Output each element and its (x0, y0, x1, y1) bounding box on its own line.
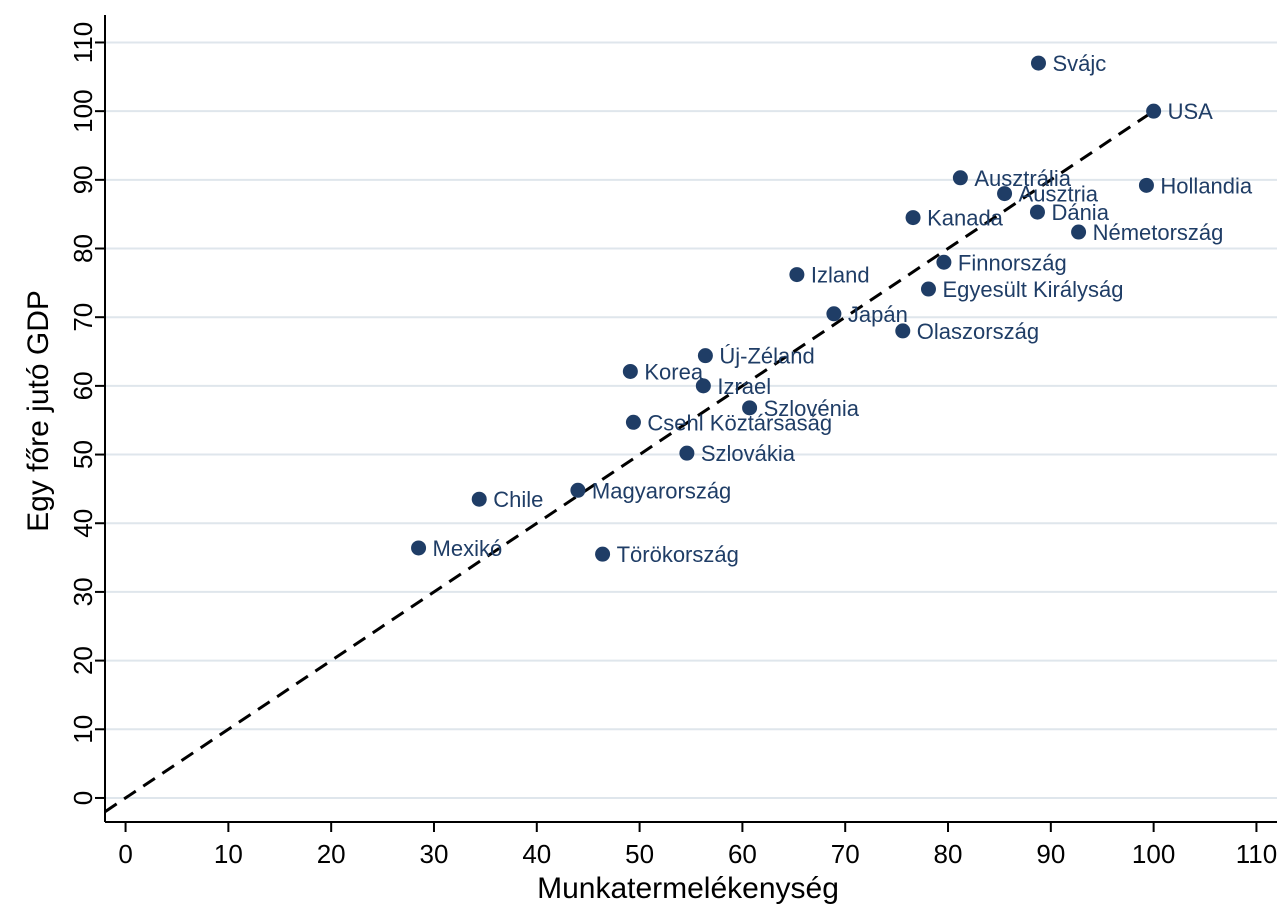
y-tick-label: 20 (68, 646, 98, 675)
point-label: Szlovénia (764, 396, 860, 421)
data-point (695, 378, 711, 394)
point-label: Svájc (1052, 51, 1106, 76)
y-tick-label: 90 (68, 165, 98, 194)
point-label: Új-Zéland (719, 344, 814, 369)
x-tick-label: 80 (934, 839, 963, 869)
x-tick-label: 100 (1132, 839, 1175, 869)
data-point (826, 306, 842, 322)
data-point (952, 170, 968, 186)
x-tick-label: 40 (522, 839, 551, 869)
data-point (905, 210, 921, 226)
point-label: Olaszország (917, 319, 1039, 344)
point-label: Ausztria (1019, 182, 1099, 207)
data-point (789, 267, 805, 283)
point-label: Japán (848, 302, 908, 327)
reference-line (104, 109, 1155, 813)
point-label: Hollandia (1160, 173, 1252, 198)
y-tick-label: 50 (68, 440, 98, 469)
grid (105, 41, 1277, 799)
point-label: Dánia (1051, 200, 1109, 225)
data-point (411, 540, 427, 556)
x-tick-label: 70 (831, 839, 860, 869)
data-point (742, 400, 758, 416)
point-label: Izrael (717, 374, 771, 399)
point-label: Németország (1093, 220, 1224, 245)
y-tick-label: 110 (68, 22, 98, 63)
data-point (1138, 177, 1154, 193)
data-point (595, 546, 611, 562)
data-point (920, 281, 936, 297)
x-tick-label: 110 (1236, 839, 1277, 869)
data-point (471, 491, 487, 507)
x-axis-title: Munkatermelékenység (537, 872, 839, 905)
data-point (697, 348, 713, 364)
y-tick-label: 0 (68, 791, 98, 805)
data-point (936, 254, 952, 270)
data-point (895, 323, 911, 339)
data-point (997, 186, 1013, 202)
point-label: Mexikó (433, 536, 503, 561)
data-points (411, 55, 1162, 562)
point-label: Ausztrália (974, 166, 1071, 191)
point-label: Törökország (617, 542, 739, 567)
y-tick-label: 100 (68, 89, 98, 132)
x-tick-label: 10 (214, 839, 243, 869)
x-tick-label: 0 (118, 839, 132, 869)
point-label: Szlovákia (701, 441, 796, 466)
point-label: USA (1168, 99, 1214, 124)
point-label: Chile (493, 487, 543, 512)
point-label: Egyesült Királyság (942, 277, 1123, 302)
y-tick-label: 10 (68, 715, 98, 744)
point-label: Izland (811, 263, 870, 288)
data-point (622, 363, 638, 379)
x-tick-label: 50 (625, 839, 654, 869)
data-point (570, 482, 586, 498)
point-label: Korea (644, 359, 703, 384)
y-tick-label: 70 (68, 303, 98, 332)
data-point (625, 414, 641, 430)
x-tick-label: 60 (728, 839, 757, 869)
reference-line-layer (104, 109, 1155, 813)
x-tick-label: 20 (317, 839, 346, 869)
point-label: Finnország (958, 250, 1067, 275)
y-tick-label: 60 (68, 371, 98, 400)
x-tick-label: 30 (420, 839, 449, 869)
y-tick-label: 80 (68, 234, 98, 263)
y-axis-title: Egy főre jutó GDP (22, 290, 55, 532)
point-label: Kanada (927, 206, 1004, 231)
point-label: Magyarország (592, 478, 731, 503)
axes: 0 10 20 30 40 50 60 70 80 90 100 110 0 10 20 30 40 50 60 70… (68, 15, 1277, 869)
data-point (1071, 224, 1087, 240)
data-point (1029, 204, 1045, 220)
data-point (1146, 103, 1162, 119)
y-tick-label: 30 (68, 577, 98, 606)
data-point (679, 445, 695, 461)
data-point (1030, 55, 1046, 71)
y-tick-label: 40 (68, 509, 98, 538)
point-label: Csehl Köztársaság (647, 410, 832, 435)
x-tick-label: 90 (1036, 839, 1065, 869)
